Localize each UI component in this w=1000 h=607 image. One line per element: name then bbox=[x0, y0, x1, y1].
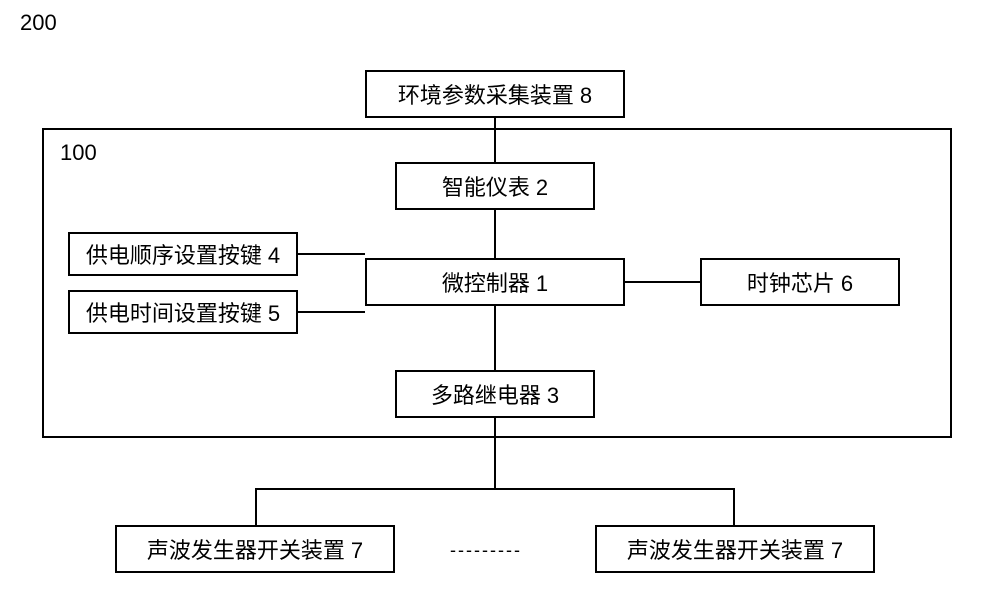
node-clock-chip: 时钟芯片 6 bbox=[700, 258, 900, 306]
edge-seq-to-mcu bbox=[298, 253, 365, 255]
edge-relay-down bbox=[494, 418, 496, 488]
edge-env-to-meter bbox=[494, 118, 496, 162]
node-smart-meter: 智能仪表 2 bbox=[395, 162, 595, 210]
edge-branch-horizontal bbox=[255, 488, 735, 490]
edge-branch-right bbox=[733, 488, 735, 525]
edge-branch-left bbox=[255, 488, 257, 525]
node-switch-left: 声波发生器开关装置 7 bbox=[115, 525, 395, 573]
node-seq-button: 供电顺序设置按键 4 bbox=[68, 232, 298, 276]
node-env-collector: 环境参数采集装置 8 bbox=[365, 70, 625, 118]
ellipsis: --------- bbox=[450, 540, 522, 561]
label-200: 200 bbox=[20, 10, 57, 36]
label-100: 100 bbox=[60, 140, 97, 166]
edge-mcu-to-clock bbox=[625, 281, 700, 283]
node-relay: 多路继电器 3 bbox=[395, 370, 595, 418]
node-switch-right: 声波发生器开关装置 7 bbox=[595, 525, 875, 573]
edge-mcu-to-relay bbox=[494, 306, 496, 370]
node-mcu: 微控制器 1 bbox=[365, 258, 625, 306]
node-time-button: 供电时间设置按键 5 bbox=[68, 290, 298, 334]
edge-meter-to-mcu bbox=[494, 210, 496, 258]
edge-time-to-mcu bbox=[298, 311, 365, 313]
